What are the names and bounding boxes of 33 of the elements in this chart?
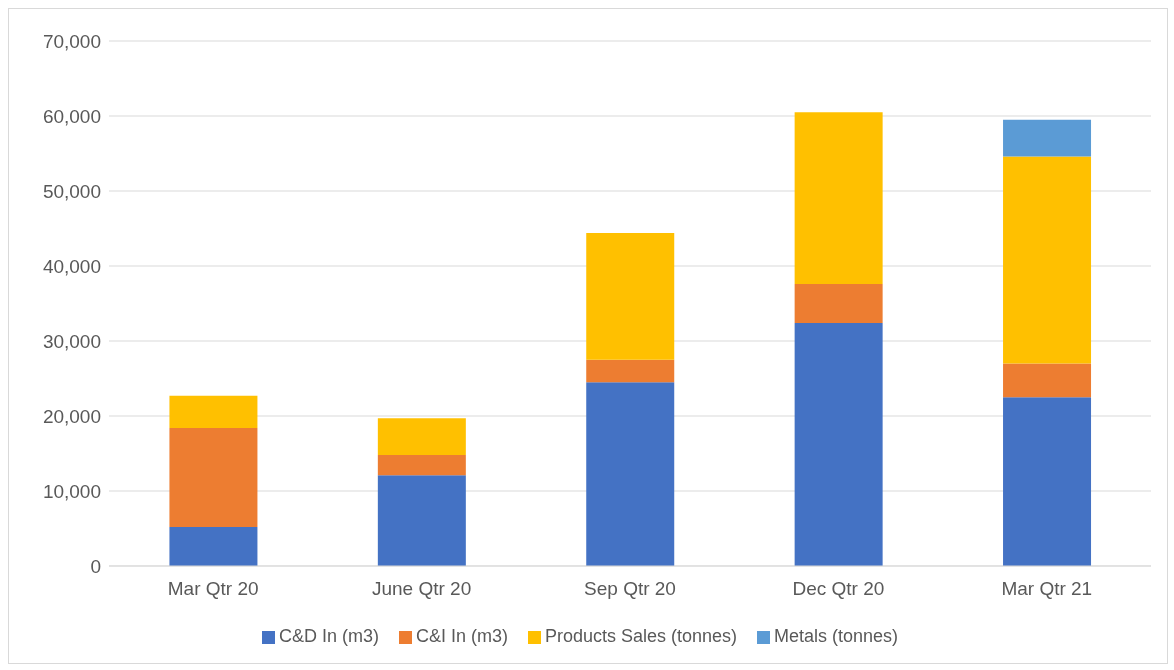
bar [377, 475, 466, 566]
bar [794, 323, 883, 566]
x-tick-label: June Qtr 20 [371, 578, 472, 600]
bar [1003, 363, 1092, 398]
bar [586, 233, 675, 360]
legend-label: C&D In (m3) [278, 626, 379, 646]
bar [169, 527, 258, 566]
legend-label: Metals (tonnes) [774, 626, 899, 646]
y-tick-label: 0 [90, 555, 101, 577]
x-tick-label: Mar Qtr 20 [167, 578, 259, 600]
y-tick-label: 20,000 [42, 405, 101, 427]
bar [377, 418, 466, 455]
bar [586, 359, 675, 383]
y-tick-label: 10,000 [42, 480, 101, 502]
bar [794, 112, 883, 284]
x-tick-label: Sep Qtr 20 [584, 578, 676, 600]
bar [586, 382, 675, 566]
bar [169, 428, 258, 527]
legend-label: C&I In (m3) [415, 626, 508, 646]
y-tick-label: 30,000 [42, 330, 101, 352]
bar [377, 455, 466, 476]
y-tick-label: 60,000 [42, 105, 101, 127]
bar [794, 284, 883, 323]
y-tick-label: 40,000 [42, 255, 101, 277]
legend-label: Products Sales (tonnes) [544, 626, 738, 646]
y-tick-label: 50,000 [42, 180, 101, 202]
bar [1003, 119, 1092, 157]
bar [1003, 156, 1092, 364]
y-tick-label: 70,000 [42, 30, 101, 52]
x-tick-label: Mar Qtr 21 [1001, 578, 1093, 600]
bar [169, 395, 258, 428]
x-tick-label: Dec Qtr 20 [792, 578, 885, 600]
bar [1003, 397, 1092, 566]
